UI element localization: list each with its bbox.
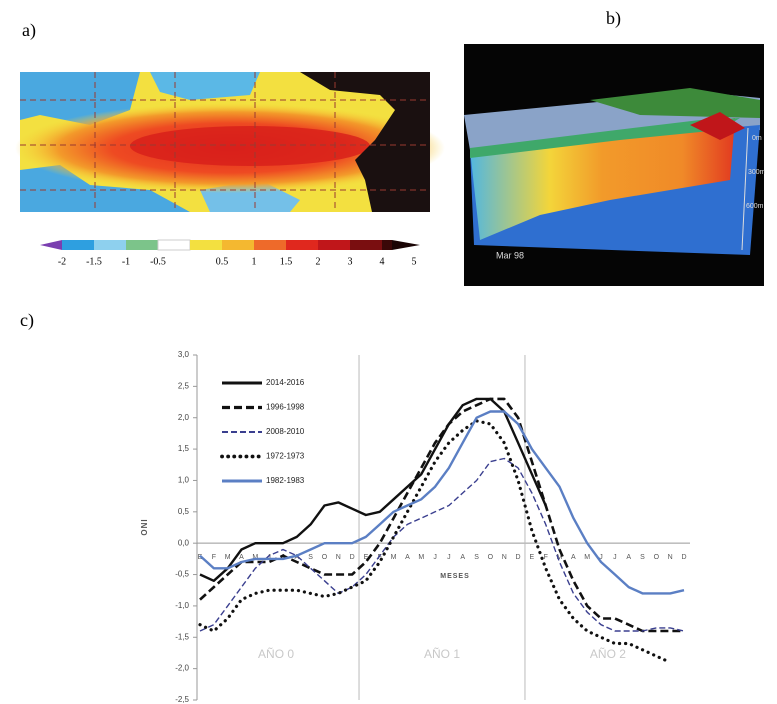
colorbar-label: 1.5 <box>280 256 293 267</box>
depth-label: 300m <box>748 169 766 176</box>
colorbar-label: 4 <box>380 256 385 267</box>
x-tick-label: A <box>294 554 299 561</box>
x-tick-label: D <box>681 554 686 561</box>
panel-label: c) <box>20 310 34 331</box>
x-tick-label: M <box>418 554 424 561</box>
x-tick-label: O <box>322 554 328 561</box>
x-axis-label: MESES <box>440 573 470 580</box>
legend-label: 1982-1983 <box>266 476 305 485</box>
x-tick-label: O <box>654 554 660 561</box>
x-tick-label: F <box>378 554 382 561</box>
legend-label: 2008-2010 <box>266 427 305 436</box>
y-tick-label: -2,5 <box>175 695 189 704</box>
x-tick-label: N <box>502 554 507 561</box>
series-line <box>199 410 685 595</box>
colorbar-label: -0.5 <box>150 256 166 267</box>
series-line <box>199 457 685 632</box>
y-tick-label: 2,0 <box>178 413 190 422</box>
colorbar-label: 5 <box>412 256 417 267</box>
x-tick-label: F <box>212 554 216 561</box>
y-axis-label: ONI <box>140 518 149 535</box>
colorbar-label: -2 <box>58 256 66 267</box>
x-tick-label: M <box>252 554 258 561</box>
y-tick-label: 2,5 <box>178 381 190 390</box>
x-tick-label: M <box>557 554 563 561</box>
x-tick-label: E <box>198 554 203 561</box>
colorbar <box>40 239 420 251</box>
panel-label: a) <box>22 20 36 41</box>
colorbar-label: -1 <box>122 256 130 267</box>
depth-label: 600m <box>746 203 764 210</box>
x-tick-label: J <box>613 554 617 561</box>
depth-label: 0m <box>752 135 762 142</box>
x-tick-label: N <box>668 554 673 561</box>
x-tick-label: M <box>391 554 397 561</box>
year-label: AÑO 0 <box>258 647 294 661</box>
y-tick-label: 0,0 <box>178 538 190 547</box>
legend-label: 1972-1973 <box>266 452 305 461</box>
legend-label: 2014-2016 <box>266 378 305 387</box>
y-tick-label: 1,5 <box>178 444 190 453</box>
oni-chart: 3,0 2,5 2,0 1,5 1,0 0,5 0,0 -0,5 -1,0 -1,5 -2,0 -2,… <box>140 350 690 704</box>
x-tick-label: A <box>239 554 244 561</box>
colorbar-label: 2 <box>316 256 321 267</box>
x-tick-label: M <box>225 554 231 561</box>
x-tick-label: M <box>584 554 590 561</box>
series-line <box>199 397 684 633</box>
x-tick-label: J <box>599 554 603 561</box>
series-line <box>198 419 672 664</box>
year-label: AÑO 1 <box>424 647 460 661</box>
x-tick-label: D <box>516 554 521 561</box>
year-label: AÑO 2 <box>590 647 626 661</box>
date-label: Mar 98 <box>496 250 524 260</box>
ocean-section <box>464 44 764 286</box>
y-tick-label: 3,0 <box>178 350 190 359</box>
x-tick-label: O <box>488 554 494 561</box>
x-tick-label: S <box>640 554 645 561</box>
y-tick-label: -2,0 <box>175 664 189 673</box>
panel-label: b) <box>606 8 621 29</box>
x-tick-label: S <box>474 554 479 561</box>
x-tick-label: D <box>350 554 355 561</box>
legend-label: 1996-1998 <box>266 403 305 412</box>
colorbar-label: 3 <box>348 256 353 267</box>
x-tick-label: J <box>267 554 271 561</box>
x-tick-label: J <box>281 554 285 561</box>
x-tick-label: A <box>460 554 465 561</box>
colorbar-label: 1 <box>252 256 257 267</box>
x-tick-label: A <box>405 554 410 561</box>
x-tick-label: S <box>308 554 313 561</box>
x-tick-label: A <box>571 554 576 561</box>
y-tick-label: 0,5 <box>178 507 190 516</box>
x-tick-label: A <box>626 554 631 561</box>
y-tick-label: -1,5 <box>175 632 189 641</box>
y-tick-label: -1,0 <box>175 601 189 610</box>
x-tick-label: E <box>364 554 369 561</box>
x-tick-label: J <box>447 554 451 561</box>
colorbar-label: 0.5 <box>216 256 229 267</box>
x-tick-label: E <box>530 554 535 561</box>
y-tick-label: 1,0 <box>178 476 190 485</box>
sst-map <box>15 72 445 212</box>
colorbar-label: -1.5 <box>86 256 102 267</box>
y-tick-label: -0,5 <box>175 570 189 579</box>
x-tick-label: J <box>433 554 437 561</box>
x-tick-label: N <box>336 554 341 561</box>
x-tick-label: F <box>544 554 548 561</box>
